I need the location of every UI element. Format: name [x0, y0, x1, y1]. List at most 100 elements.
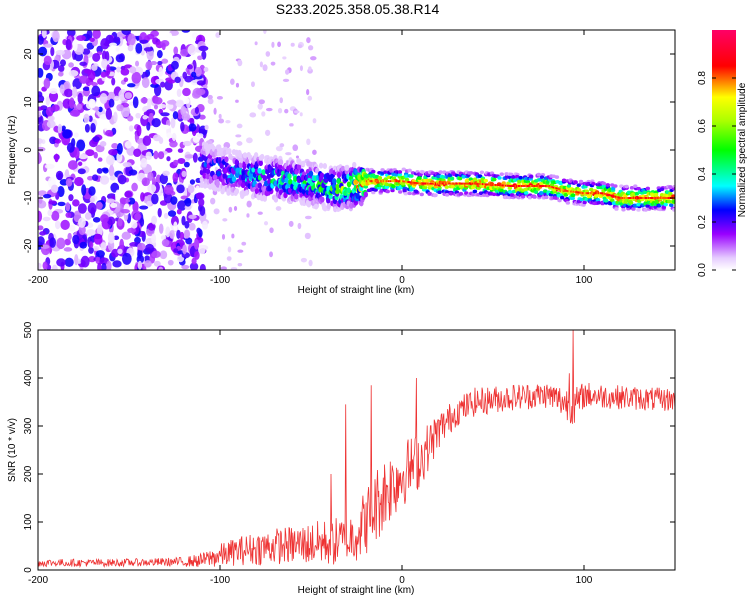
heatmap-cell [78, 153, 89, 160]
heatmap-cell [92, 245, 100, 251]
heatmap-cell [275, 206, 282, 211]
heatmap-cell [571, 193, 576, 198]
heatmap-cell [60, 219, 70, 230]
heatmap-cell [146, 33, 155, 40]
heatmap-cell [235, 134, 242, 138]
heatmap-cell [406, 180, 408, 183]
heatmap-cell [246, 200, 252, 208]
heatmap-cell [433, 184, 438, 189]
heatmap-cell [632, 197, 635, 199]
heatmap-cell [47, 209, 53, 216]
heatmap-cell [397, 190, 403, 194]
heatmap-cell [92, 52, 101, 62]
heatmap-cell [251, 81, 255, 88]
heatmap-cell [668, 191, 673, 196]
heatmap-cell [603, 192, 605, 195]
heatmap-cell [510, 184, 512, 187]
heatmap-cell [458, 192, 464, 196]
heatmap-cell [198, 244, 206, 255]
heatmap-cell [424, 182, 426, 185]
heatmap-cell [647, 197, 650, 199]
heatmap-cell [254, 41, 258, 46]
heatmap-cell [134, 236, 141, 244]
heatmap-cell [616, 196, 618, 199]
heatmap-cell [630, 197, 632, 199]
heatmap-cell [149, 112, 154, 119]
heatmap-cell [671, 199, 675, 204]
heatmap-cell [56, 258, 66, 267]
heatmap-cell [188, 123, 197, 132]
heatmap-cell [465, 178, 470, 183]
heatmap-cell [153, 104, 159, 110]
heatmap-cell [596, 200, 602, 205]
heatmap-cell [465, 182, 467, 185]
heatmap-cell [161, 58, 169, 64]
heatmap-cell [108, 149, 118, 156]
heatmap-cell [172, 172, 179, 183]
heatmap-cell [189, 179, 196, 185]
heatmap-cell [77, 92, 83, 104]
heatmap-cell [331, 178, 337, 185]
heatmap-cell [224, 156, 229, 163]
heatmap-cell [436, 174, 441, 179]
y-tick-label: 500 [23, 321, 34, 338]
heatmap-cell [193, 239, 200, 250]
heatmap-cell [374, 180, 377, 183]
heatmap-cell [621, 207, 626, 212]
heatmap-cell [241, 241, 247, 246]
heatmap-cell [131, 182, 138, 192]
heatmap-cell [407, 181, 410, 184]
heatmap-cell [262, 175, 268, 182]
heatmap-cell [589, 187, 594, 192]
heatmap-cell [586, 192, 589, 195]
heatmap-cell [472, 182, 474, 185]
heatmap-cell [318, 162, 324, 169]
heatmap-cell [613, 184, 618, 188]
heatmap-cell [184, 154, 195, 159]
heatmap-cell [650, 193, 655, 198]
heatmap-cell [246, 213, 250, 218]
heatmap-cell [270, 61, 276, 66]
heatmap-cell [346, 187, 351, 194]
heatmap-cell [598, 192, 601, 195]
heatmap-cell [444, 185, 449, 189]
heatmap-cell [64, 257, 74, 268]
heatmap-cell [409, 174, 414, 178]
heatmap-cell [170, 60, 179, 70]
heatmap-cell [210, 197, 216, 205]
heatmap-cell [379, 180, 381, 183]
heatmap-cell [304, 215, 312, 220]
heatmap-cell [500, 184, 502, 187]
heatmap-cell [557, 198, 562, 203]
heatmap-cell [181, 30, 191, 33]
heatmap-cell [573, 190, 576, 193]
heatmap-cell [597, 192, 600, 195]
heatmap-cell [142, 135, 152, 146]
heatmap-cell [474, 182, 476, 185]
heatmap-cell [38, 106, 44, 111]
heatmap-cell [418, 182, 421, 185]
heatmap-cell [554, 175, 560, 179]
heatmap-cell [549, 182, 555, 187]
heatmap-cell [184, 220, 190, 229]
heatmap-cell [90, 122, 96, 133]
heatmap-cell [174, 36, 180, 44]
heatmap-cell [638, 197, 640, 199]
heatmap-cell [153, 150, 159, 160]
heatmap-cell [72, 39, 78, 52]
heatmap-cell [581, 191, 583, 194]
heatmap-cell [543, 185, 545, 187]
spectrogram-xlabel: Height of straight line (km) [298, 285, 415, 296]
heatmap-cell [636, 208, 641, 212]
heatmap-cell [153, 260, 161, 267]
heatmap-cell [614, 207, 619, 211]
heatmap-cell [117, 248, 123, 255]
heatmap-cell [371, 169, 376, 174]
heatmap-cell [643, 208, 648, 212]
heatmap-cell [631, 207, 636, 211]
heatmap-cell [254, 188, 260, 195]
heatmap-cell [555, 187, 557, 190]
heatmap-cell [653, 192, 659, 197]
heatmap-cell [121, 30, 132, 36]
heatmap-cell [620, 197, 623, 199]
